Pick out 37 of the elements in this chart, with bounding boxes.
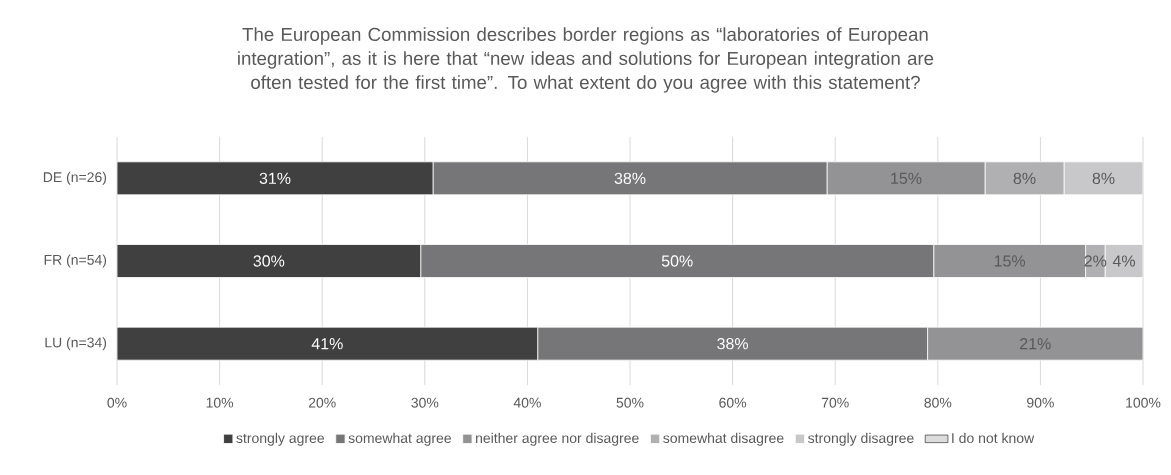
data-label: 8% <box>1013 172 1036 184</box>
bar <box>117 244 422 278</box>
x-tick-label: 0% <box>107 397 127 408</box>
data-label: 31% <box>259 172 291 184</box>
data-label: 15% <box>891 172 922 184</box>
legend-label: somewhat disagree <box>663 432 784 446</box>
x-tick-label: 90% <box>1027 397 1054 408</box>
legend-label: I do not know <box>952 432 1035 444</box>
x-tick-label: 10% <box>206 397 234 408</box>
legend-label: strongly agree <box>236 432 325 446</box>
y-tick-label: DE (n=26) <box>43 171 107 185</box>
y-tick-label: FR (n=54) <box>44 254 107 268</box>
x-tick-label: 40% <box>513 397 541 408</box>
y-tick-label: LU (n=34) <box>45 337 107 351</box>
data-label: 15% <box>994 255 1026 267</box>
x-tick-label: 50% <box>616 397 644 408</box>
x-tick-label: 20% <box>308 397 336 408</box>
x-tick-label: 60% <box>719 397 747 408</box>
x-tick-label: 100% <box>1126 397 1161 408</box>
data-label: 50% <box>661 255 693 267</box>
data-label: 38% <box>614 172 646 184</box>
legend-label: somewhat agree <box>348 432 451 446</box>
data-label: 8% <box>1092 172 1115 184</box>
data-label: 21% <box>1020 338 1051 350</box>
data-label: 38% <box>717 338 749 350</box>
x-tick-label: 70% <box>821 397 849 408</box>
x-tick-label: 80% <box>924 397 952 408</box>
x-tick-label: 30% <box>411 397 439 408</box>
data-label: 30% <box>253 255 285 267</box>
chart-title: The European Commission describes border regions as “laboratories of European integration”, as it is here that “new ideas and solutions for European integration are often tested for the first time”. To what extent do you agree with this statement? <box>238 27 934 93</box>
data-label: 41% <box>311 338 343 350</box>
bar <box>117 326 539 361</box>
legend-label: strongly disagree <box>808 432 914 446</box>
data-label: 4% <box>1112 255 1136 267</box>
bar <box>117 161 434 196</box>
bar <box>1063 161 1144 196</box>
legend-label: neither agree nor disagree <box>476 432 639 446</box>
